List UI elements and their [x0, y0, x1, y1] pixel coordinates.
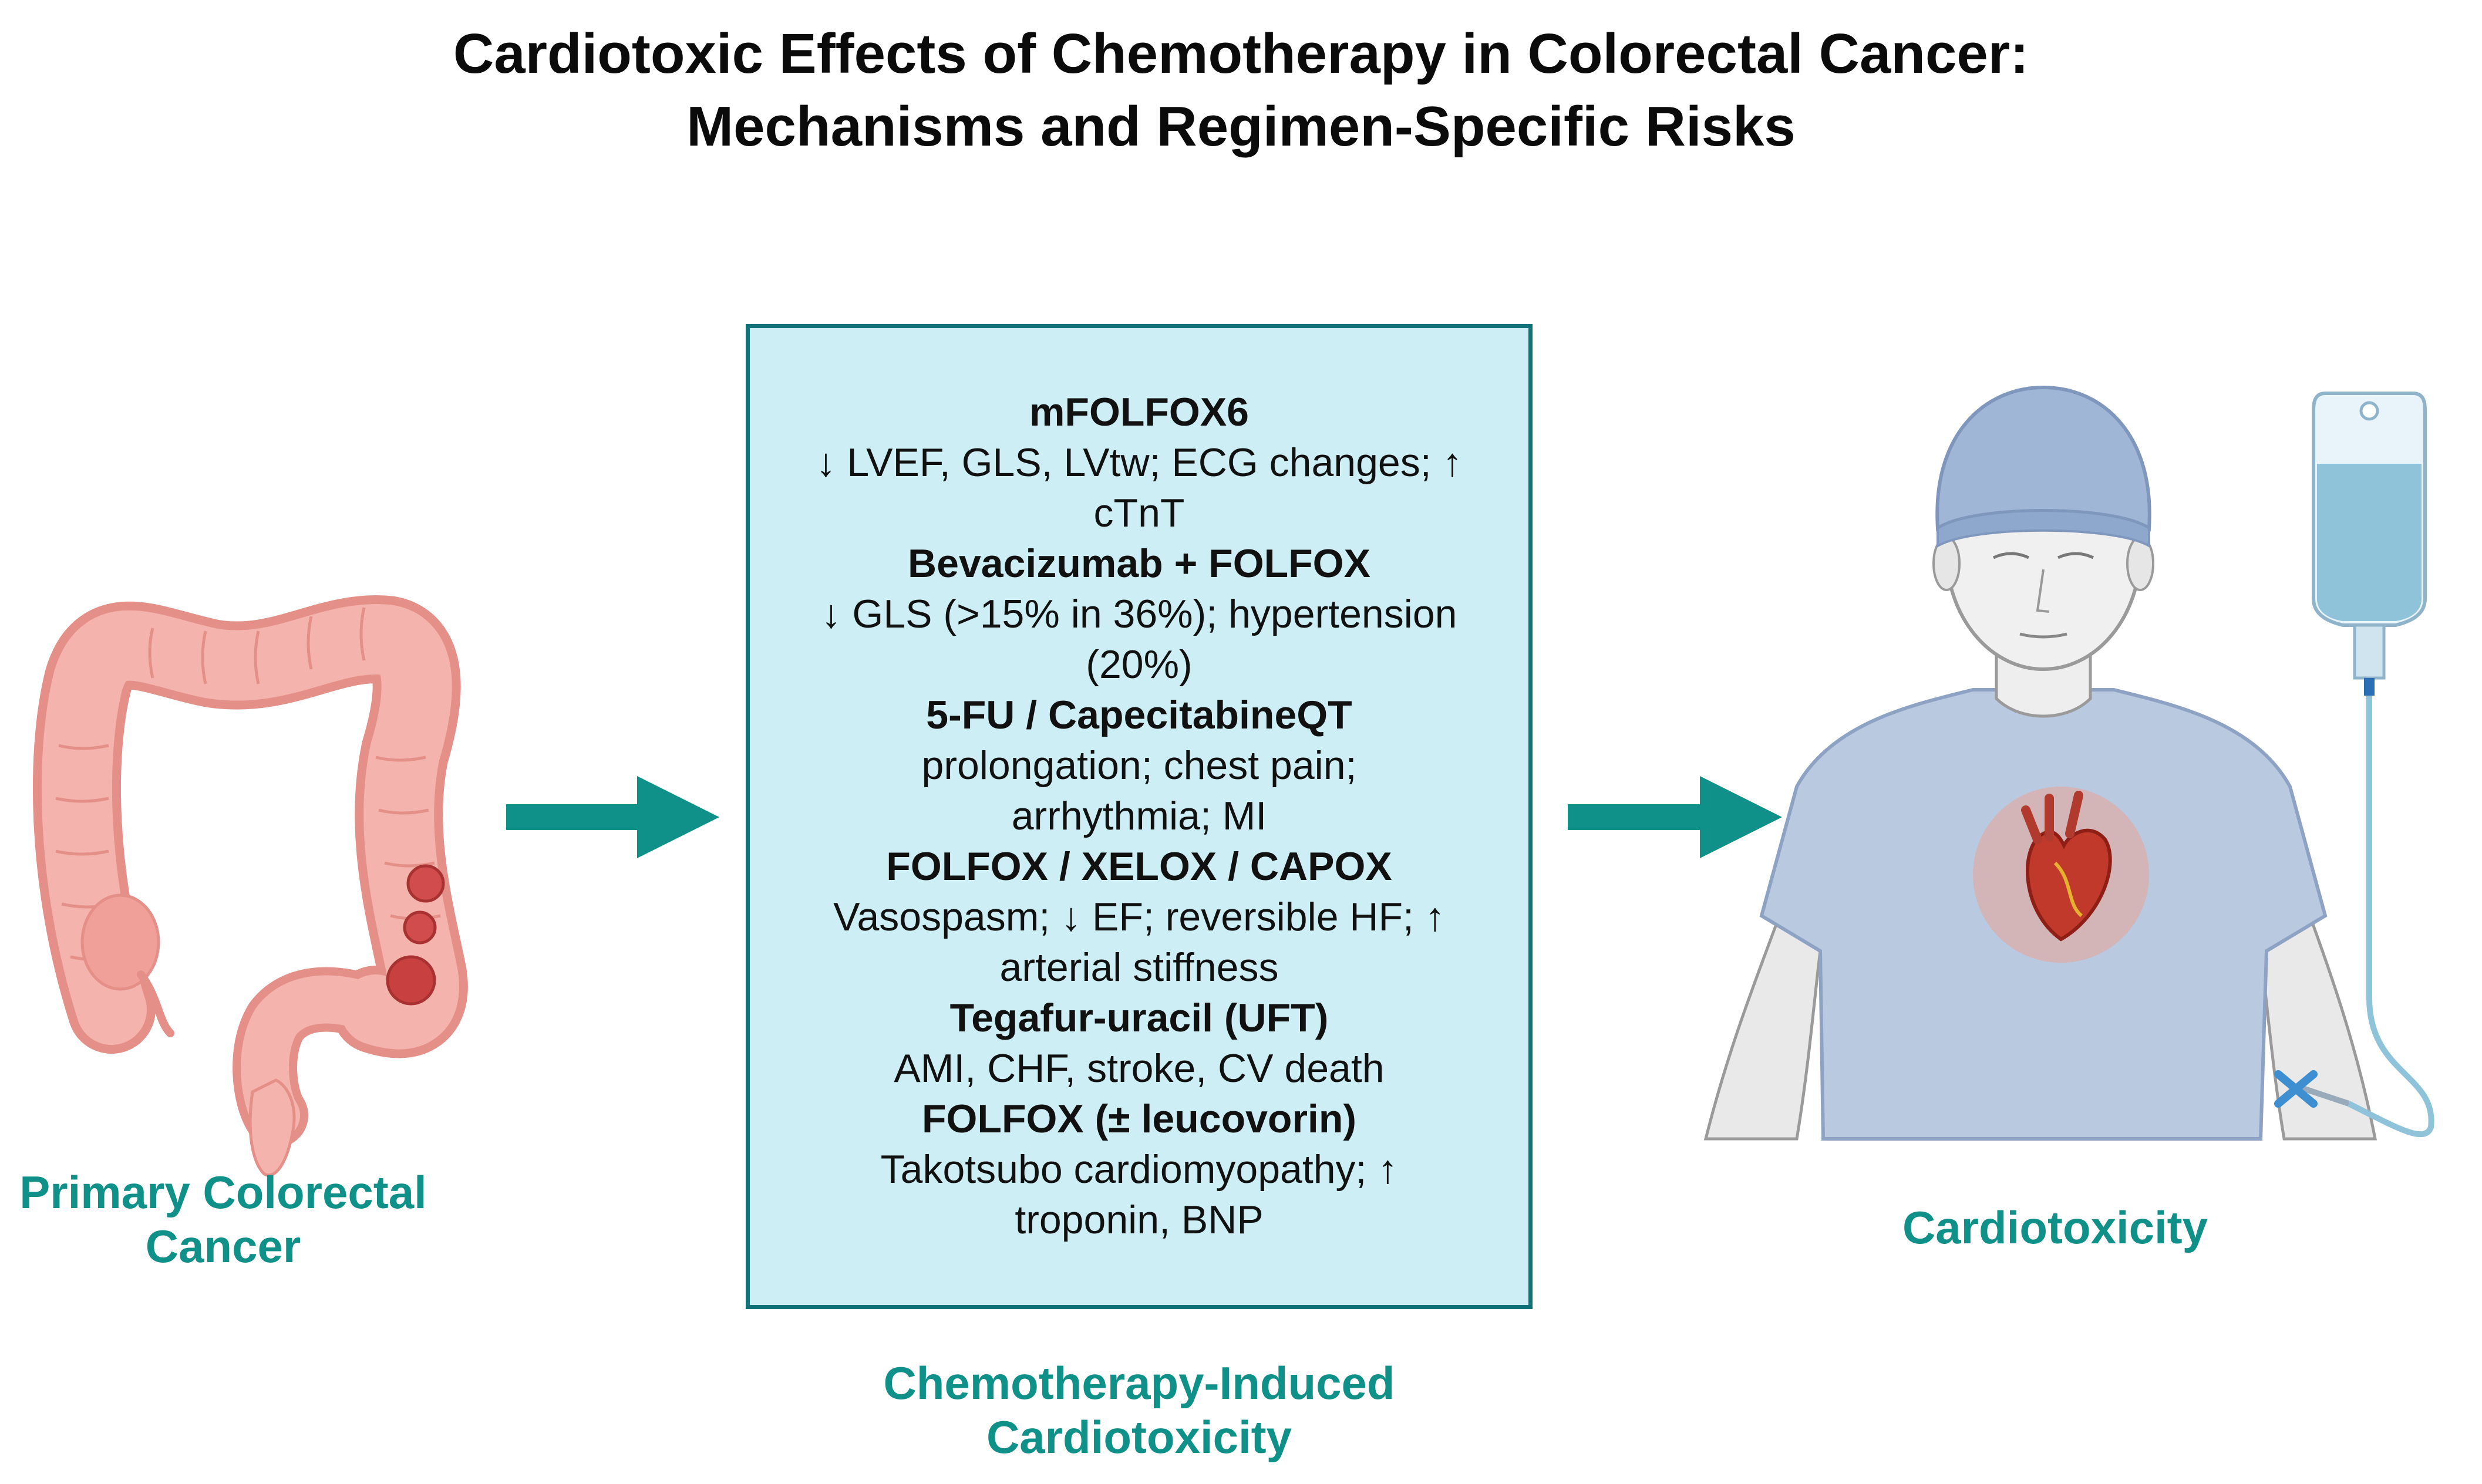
- label-line: Chemotherapy-Induced: [883, 1357, 1395, 1409]
- regimen-entry: Bevacizumab + FOLFOX ↓ GLS (>15% in 36%)…: [772, 538, 1506, 690]
- iv-bag-icon: [2274, 392, 2434, 1138]
- colon-illustration: [33, 595, 468, 1177]
- regimen-panel: mFOLFOX6 ↓ LVEF, GLS, LVtw; ECG changes;…: [746, 324, 1533, 1309]
- regimen-effects-line: cTnT: [1093, 491, 1185, 535]
- regimen-entry: FOLFOX (± leucovorin) Takotsubo cardiomy…: [772, 1094, 1506, 1245]
- regimen-entry: mFOLFOX6 ↓ LVEF, GLS, LVtw; ECG changes;…: [772, 387, 1506, 538]
- label-line: Cancer: [145, 1220, 301, 1272]
- regimen-effects-line: ↓ LVEF, GLS, LVtw; ECG changes; ↑: [816, 440, 1463, 485]
- regimen-effects-line: prolongation; chest pain;: [921, 743, 1357, 788]
- regimen-name: mFOLFOX6: [1029, 390, 1250, 434]
- regimen-effects-line: (20%): [1086, 642, 1193, 687]
- regimen-effects-line: ↓ GLS (>15% in 36%); hypertension: [821, 592, 1457, 636]
- figure-title: Cardiotoxic Effects of Chemotherapy in C…: [0, 18, 2482, 163]
- label-cardiotoxicity: Cardiotoxicity: [1867, 1200, 2243, 1254]
- regimen-effects-line: arrhythmia; MI: [1011, 794, 1267, 838]
- label-chemotherapy-induced-cardiotoxicity: Chemotherapy-Induced Cardiotoxicity: [863, 1356, 1415, 1464]
- label-line: Cardiotoxicity: [1902, 1202, 2208, 1253]
- label-line: Cardiotoxicity: [986, 1411, 1292, 1463]
- regimen-name: FOLFOX / XELOX / CAPOX: [886, 844, 1392, 889]
- regimen-effects-line: AMI, CHF, stroke, CV death: [894, 1046, 1385, 1091]
- patient-illustration: [1703, 385, 2377, 1141]
- title-line-2: Mechanisms and Regimen-Specific Risks: [686, 95, 1796, 158]
- regimen-name: Tegafur-uracil (UFT): [949, 996, 1329, 1040]
- regimen-entry: 5-FU / CapecitabineQT prolongation; ches…: [772, 690, 1506, 841]
- arrow-right-icon: [1568, 776, 1782, 858]
- regimen-effects-line: Takotsubo cardiomyopathy; ↑: [880, 1147, 1398, 1192]
- label-primary-colorectal-cancer: Primary Colorectal Cancer: [18, 1165, 429, 1273]
- regimen-name: 5-FU / CapecitabineQT: [926, 693, 1352, 737]
- regimen-effects-line: troponin, BNP: [1015, 1198, 1264, 1242]
- regimen-effects-line: Vasospasm; ↓ EF; reversible HF; ↑: [833, 895, 1445, 939]
- regimen-name: FOLFOX (± leucovorin): [922, 1097, 1356, 1141]
- regimen-entry: Tegafur-uracil (UFT) AMI, CHF, stroke, C…: [772, 993, 1506, 1094]
- label-line: Primary Colorectal: [19, 1166, 427, 1218]
- regimen-name: Bevacizumab + FOLFOX: [908, 541, 1370, 586]
- regimen-entry: FOLFOX / XELOX / CAPOX Vasospasm; ↓ EF; …: [772, 841, 1506, 993]
- regimen-effects-line: arterial stiffness: [999, 945, 1279, 990]
- title-line-1: Cardiotoxic Effects of Chemotherapy in C…: [453, 22, 2029, 85]
- arrow-right-icon: [506, 776, 719, 858]
